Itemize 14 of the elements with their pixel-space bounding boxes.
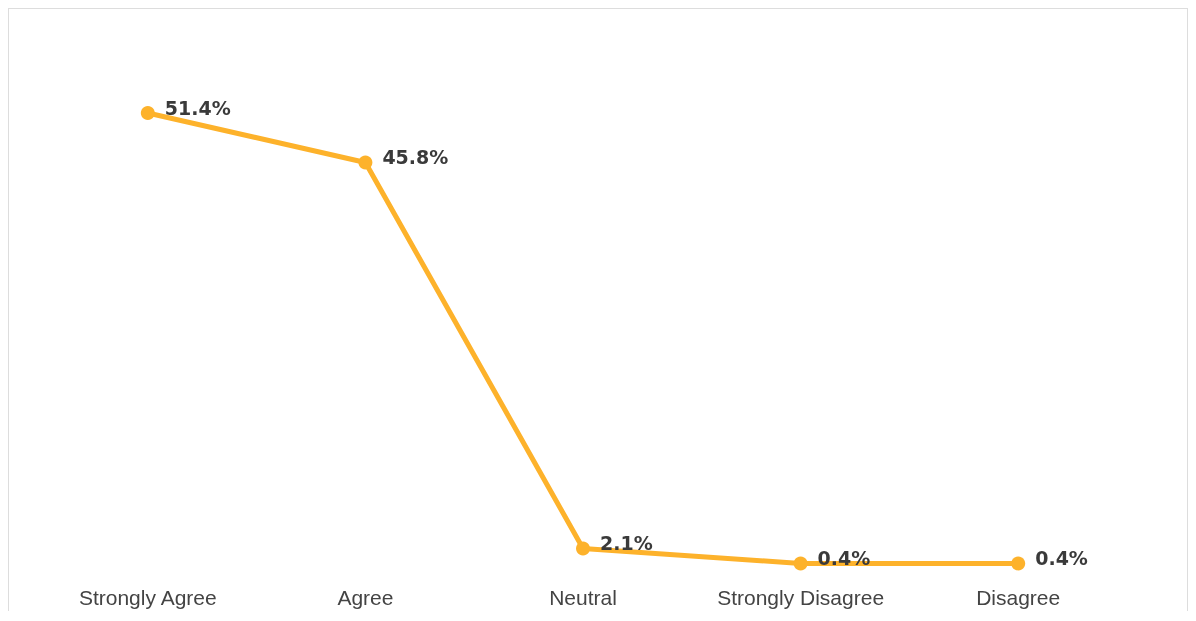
point <box>140 106 155 120</box>
x-tick-label: Disagree <box>976 586 1061 609</box>
point <box>793 556 808 571</box>
data-label: 45.8% <box>382 146 449 169</box>
data-label: 2.1% <box>600 532 653 555</box>
point <box>358 155 373 170</box>
x-tick-label: Strongly Disagree <box>717 586 885 609</box>
data-label: 51.4% <box>164 97 231 119</box>
x-tick-label: Strongly Agree <box>78 586 217 609</box>
data-label: 0.4% <box>1035 547 1088 570</box>
x-tick-label: Agree <box>337 586 394 609</box>
x-tick-label: Neutral <box>549 586 617 609</box>
point <box>576 541 590 556</box>
point <box>1011 556 1026 571</box>
